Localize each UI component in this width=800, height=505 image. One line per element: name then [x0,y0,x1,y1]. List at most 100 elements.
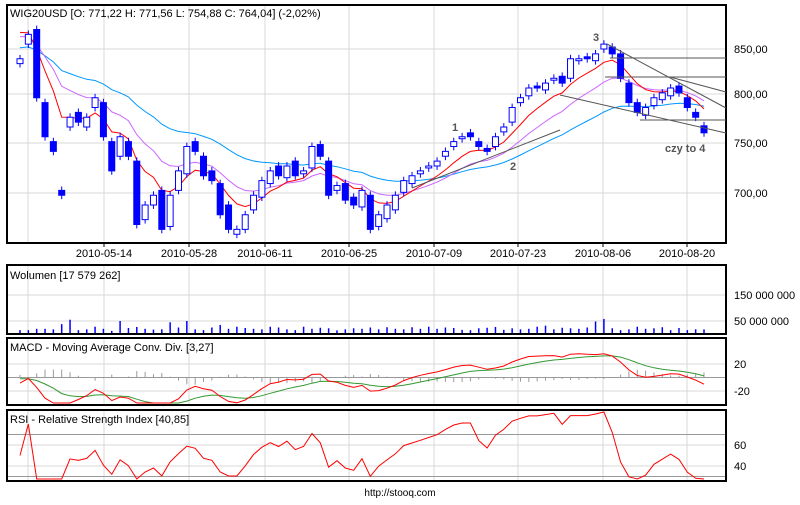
trendline-annotations [411,43,727,189]
candle-up [550,77,558,81]
candle-down [483,147,491,152]
candle-down [200,155,208,177]
date-tick: 2010-06-11 [237,248,292,260]
rsi-line [19,411,705,480]
candle-down [341,183,349,201]
wave-label-1: 1 [452,122,458,134]
candle-down [108,141,116,172]
date-tick: 2010-06-25 [321,248,377,260]
candle-up [83,116,91,128]
wave-label-4: czy to 4 [665,143,706,155]
volume-y-tick: 50 000 000 [734,316,789,328]
candle-up [592,53,600,62]
candle-down [325,160,333,196]
candle-up [300,170,308,175]
candle-up [141,204,149,221]
candle-up [542,82,550,91]
candle-down [350,196,358,206]
candle-up [575,58,583,62]
rsi-y-tick: 60 [734,440,746,452]
candle-down [683,97,691,108]
candle-down [49,141,57,152]
price-y-tick: 700,00 [734,188,768,200]
candle-up [174,170,182,191]
candle-up [508,107,516,123]
macd-signal-line [19,355,705,404]
candle-up [525,87,533,97]
candle-up [600,43,608,50]
candle-down [475,141,483,147]
candle-down [225,204,233,230]
candle-down [700,125,708,134]
candle-up [425,165,433,169]
date-tick: 2010-07-23 [490,248,546,260]
candle-down [533,85,541,89]
candle-up [450,141,458,147]
candle-up [500,126,508,133]
candle-down [191,141,199,152]
candle-up [250,194,258,211]
wave-label-3: 3 [593,32,599,44]
macd-y-tick: 20 [734,359,746,371]
candle-up [266,170,274,185]
candle-up [441,150,449,157]
candle-down [692,111,700,118]
candle-up [667,87,675,97]
wave-label-2: 2 [510,161,516,173]
candle-down [466,132,474,138]
candle-up [166,194,174,227]
candle-up [516,97,524,104]
ma-mid-line [19,35,705,196]
date-tick: 2010-05-14 [76,248,132,260]
candle-down [675,85,683,94]
candle-down [583,56,591,60]
trendline [559,94,727,134]
footer-url[interactable]: http://stooq.com [364,488,435,499]
price-panel [6,4,727,244]
volume-y-tick: 150 000 000 [734,290,795,302]
candle-up [458,136,466,140]
candle-up [642,107,650,116]
candle-up [567,58,575,79]
price-y-tick: 750,00 [734,138,768,150]
candle-down [275,165,283,177]
price-y-tick: 850,00 [734,44,768,56]
candle-up [66,116,74,128]
candle-up [416,170,424,175]
candle-up [658,92,666,101]
candle-up [400,180,408,193]
candle-up [333,185,341,191]
candle-down [124,141,132,157]
candle-down [41,102,49,138]
candle-up [408,175,416,185]
date-tick: 2010-08-20 [659,248,715,260]
macd-title: MACD - Moving Average Conv. Div. [3,27] [10,342,214,354]
candle-down [216,183,224,216]
candle-down [558,75,566,84]
candle-up [24,33,32,45]
candle-down [158,189,166,230]
candle-up [233,228,241,235]
candle-up [375,214,383,227]
date-tick: 2010-08-06 [575,248,631,260]
date-tick: 2010-05-28 [161,248,217,260]
rsi-y-tick: 40 [734,461,746,473]
volume-title: Wolumen [17 579 262] [10,270,120,282]
date-tick: 2010-07-09 [406,248,462,260]
candle-up [283,165,291,179]
candle-down [74,111,82,123]
price-y-tick: 800,00 [734,89,768,101]
macd-panel [6,337,727,406]
candle-down [366,194,374,230]
candle-down [316,144,324,157]
candle-up [650,97,658,107]
trendline [669,76,727,93]
candle-up [258,180,266,198]
macd-line [19,353,705,404]
price-title: WIG20USD [O: 771,22 H: 771,56 L: 754,88 … [10,8,321,20]
candle-up [391,194,399,211]
trendline [411,129,561,189]
candle-down [633,102,641,113]
candle-up [183,146,191,175]
